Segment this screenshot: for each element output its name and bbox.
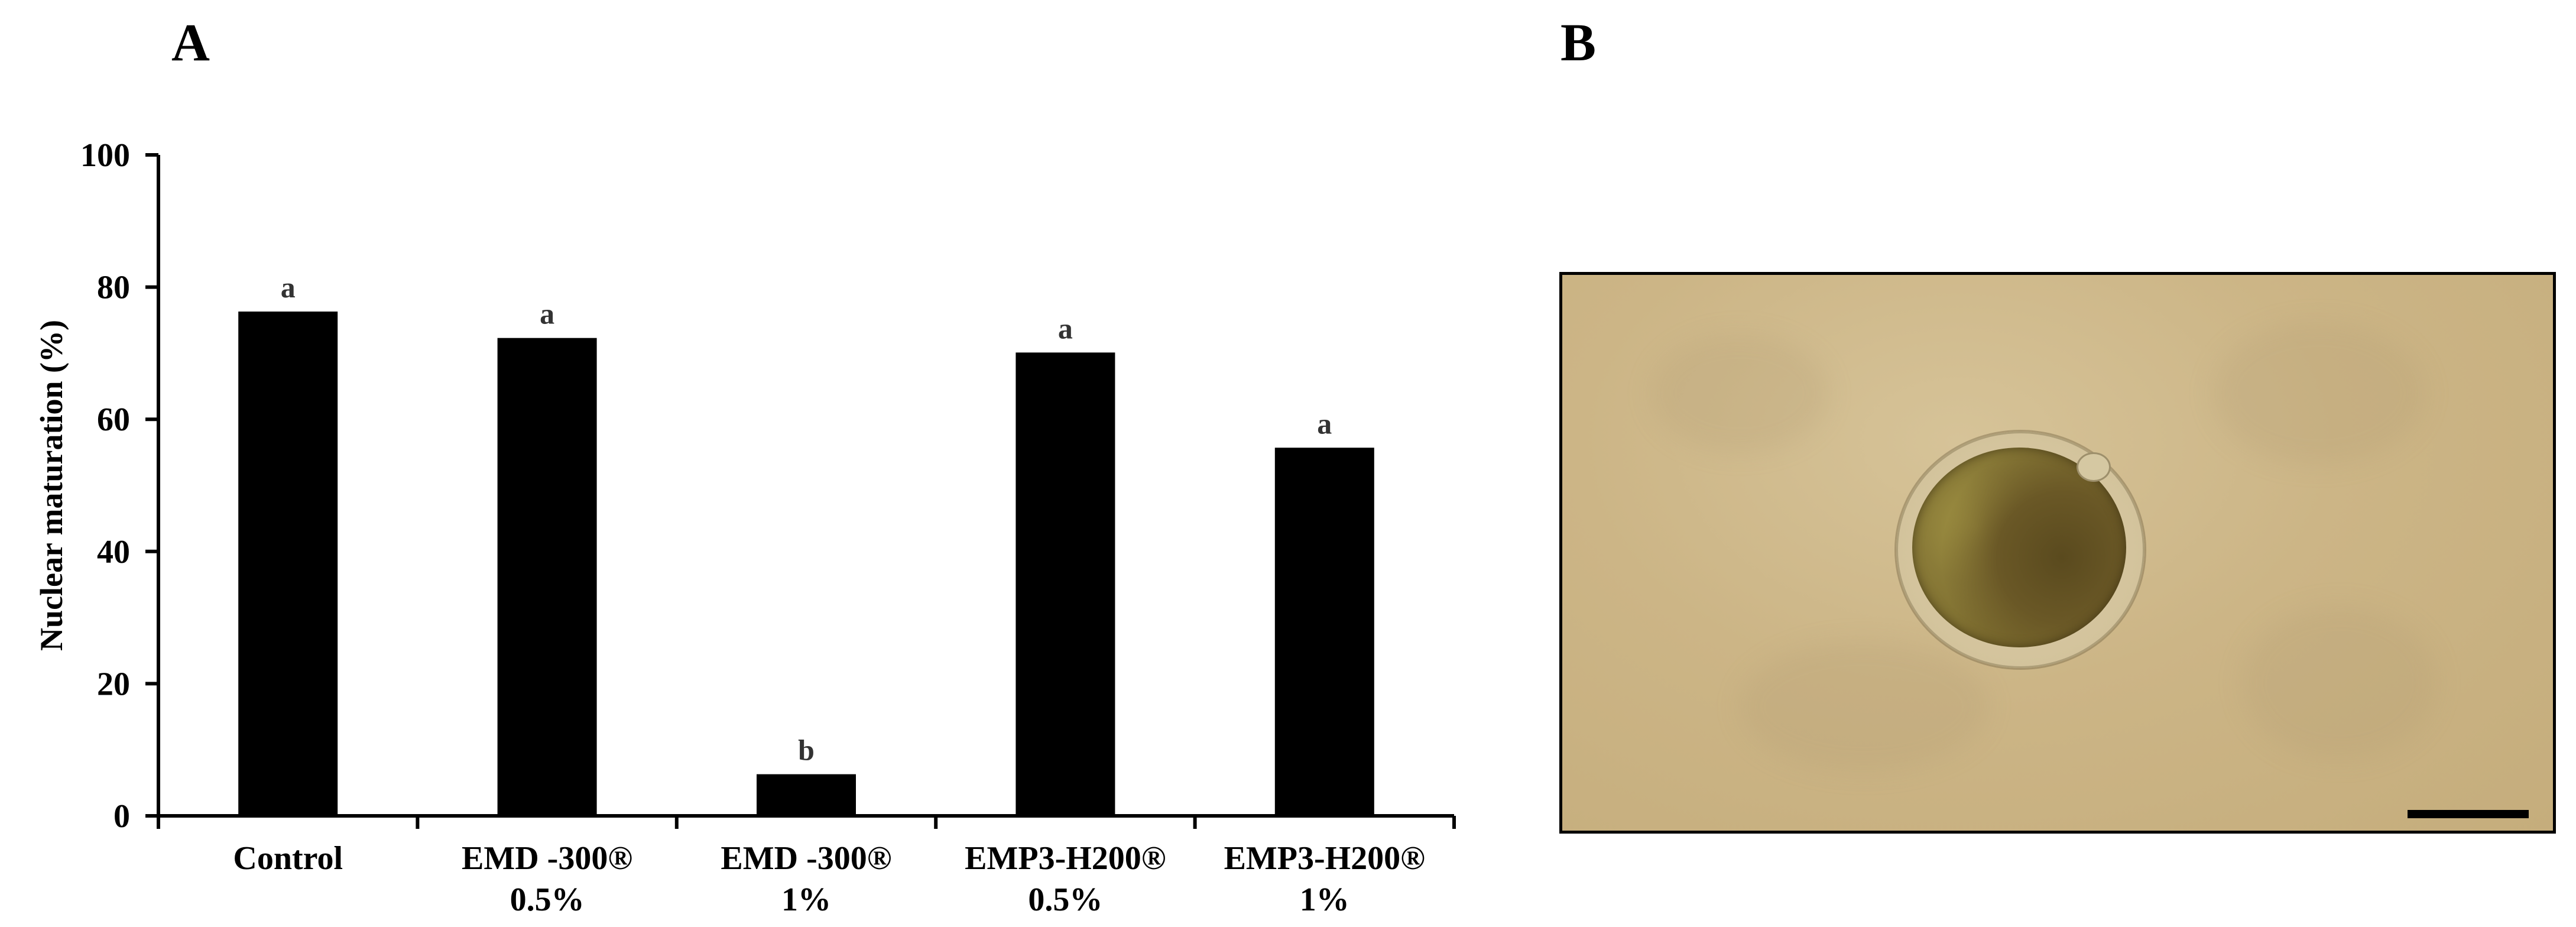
category-label: 0.5% — [510, 881, 585, 918]
polar-body — [2077, 452, 2111, 482]
y-tick-label: 20 — [97, 666, 130, 702]
bar — [1016, 352, 1115, 816]
significance-label: a — [281, 271, 296, 304]
bars — [238, 311, 1374, 816]
y-tick-label: 100 — [80, 137, 130, 174]
scale-bar — [2408, 810, 2529, 818]
x-axis — [157, 814, 1456, 829]
category-label: 0.5% — [1028, 881, 1102, 918]
panel-a-label: A — [171, 14, 210, 72]
category-label: EMP3-H200® — [1224, 840, 1425, 877]
bar — [238, 311, 338, 816]
significance-label: a — [1058, 312, 1073, 345]
y-axis: 0 20 40 60 80 100 Nuclear maturation (%) — [34, 137, 160, 835]
oocyte-micrograph — [1559, 272, 2556, 834]
y-axis-title: Nuclear maturation (%) — [34, 320, 69, 651]
category-label: 1% — [781, 881, 831, 918]
bar — [497, 338, 597, 816]
y-tick-label: 60 — [97, 401, 130, 438]
bar — [1274, 448, 1374, 816]
category-label: 1% — [1300, 881, 1349, 918]
category-label: EMD -300® — [462, 840, 632, 877]
panel-b-label: B — [1560, 14, 1597, 72]
bar-chart: 0 20 40 60 80 100 Nuclear maturation (%) a Cont… — [34, 137, 1456, 918]
bar — [757, 774, 856, 816]
significance-label: b — [798, 734, 815, 767]
y-tick-label: 0 — [113, 798, 130, 835]
category-label: Control — [233, 840, 343, 877]
y-tick-label: 40 — [97, 534, 130, 571]
significance-label: a — [540, 297, 554, 330]
category-label: EMD -300® — [721, 840, 891, 877]
category-label: EMP3-H200® — [965, 840, 1166, 877]
y-tick-label: 80 — [97, 270, 130, 306]
significance-label: a — [1317, 407, 1332, 440]
labels: a Control a EMD -300® 0.5% b EMD -300® 1% a EMP3-… — [233, 271, 1425, 918]
